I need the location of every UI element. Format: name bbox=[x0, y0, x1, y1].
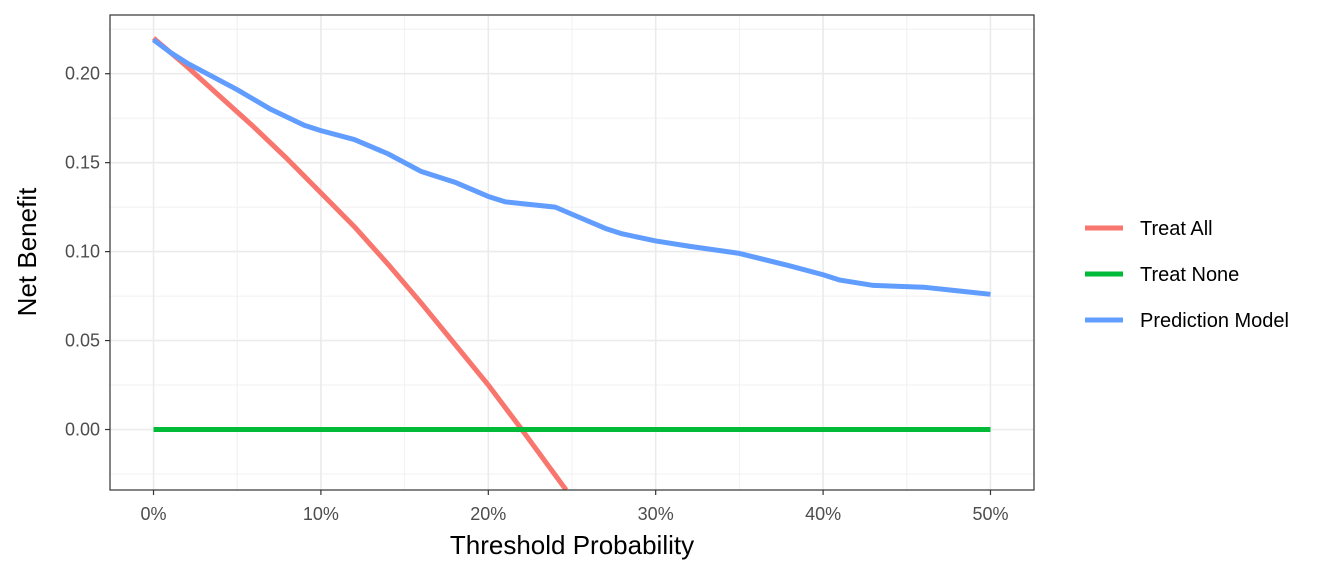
y-tick-label: 0.10 bbox=[65, 242, 100, 262]
x-axis: 0% 10% 20% 30% 40% 50% bbox=[141, 490, 1008, 524]
x-tick-label: 40% bbox=[805, 504, 841, 524]
x-tick-label: 50% bbox=[972, 504, 1008, 524]
legend: Treat All Treat None Prediction Model bbox=[1085, 218, 1289, 332]
series-line-prediction-model bbox=[152, 37, 991, 297]
x-tick-label: 20% bbox=[470, 504, 506, 524]
x-axis-title: Threshold Probability bbox=[450, 530, 694, 560]
y-tick-label: 0.15 bbox=[65, 153, 100, 173]
series-lines bbox=[151, 36, 991, 490]
minor-gridlines bbox=[110, 15, 1034, 490]
y-tick-label: 0.00 bbox=[65, 420, 100, 440]
y-tick-label: 0.05 bbox=[65, 331, 100, 351]
legend-label-prediction-model: Prediction Model bbox=[1140, 310, 1289, 332]
y-axis: 0.00 0.05 0.10 0.15 0.20 bbox=[65, 64, 110, 440]
legend-label-treat-none: Treat None bbox=[1140, 264, 1239, 286]
legend-label-treat-all: Treat All bbox=[1140, 218, 1213, 240]
series-line-treat-all bbox=[151, 36, 569, 490]
y-tick-label: 0.20 bbox=[65, 64, 100, 84]
x-tick-label: 30% bbox=[638, 504, 674, 524]
y-axis-title: Net Benefit bbox=[12, 187, 42, 316]
x-tick-label: 10% bbox=[303, 504, 339, 524]
plot-panel-border bbox=[109, 14, 1035, 491]
x-tick-label: 0% bbox=[141, 504, 167, 524]
